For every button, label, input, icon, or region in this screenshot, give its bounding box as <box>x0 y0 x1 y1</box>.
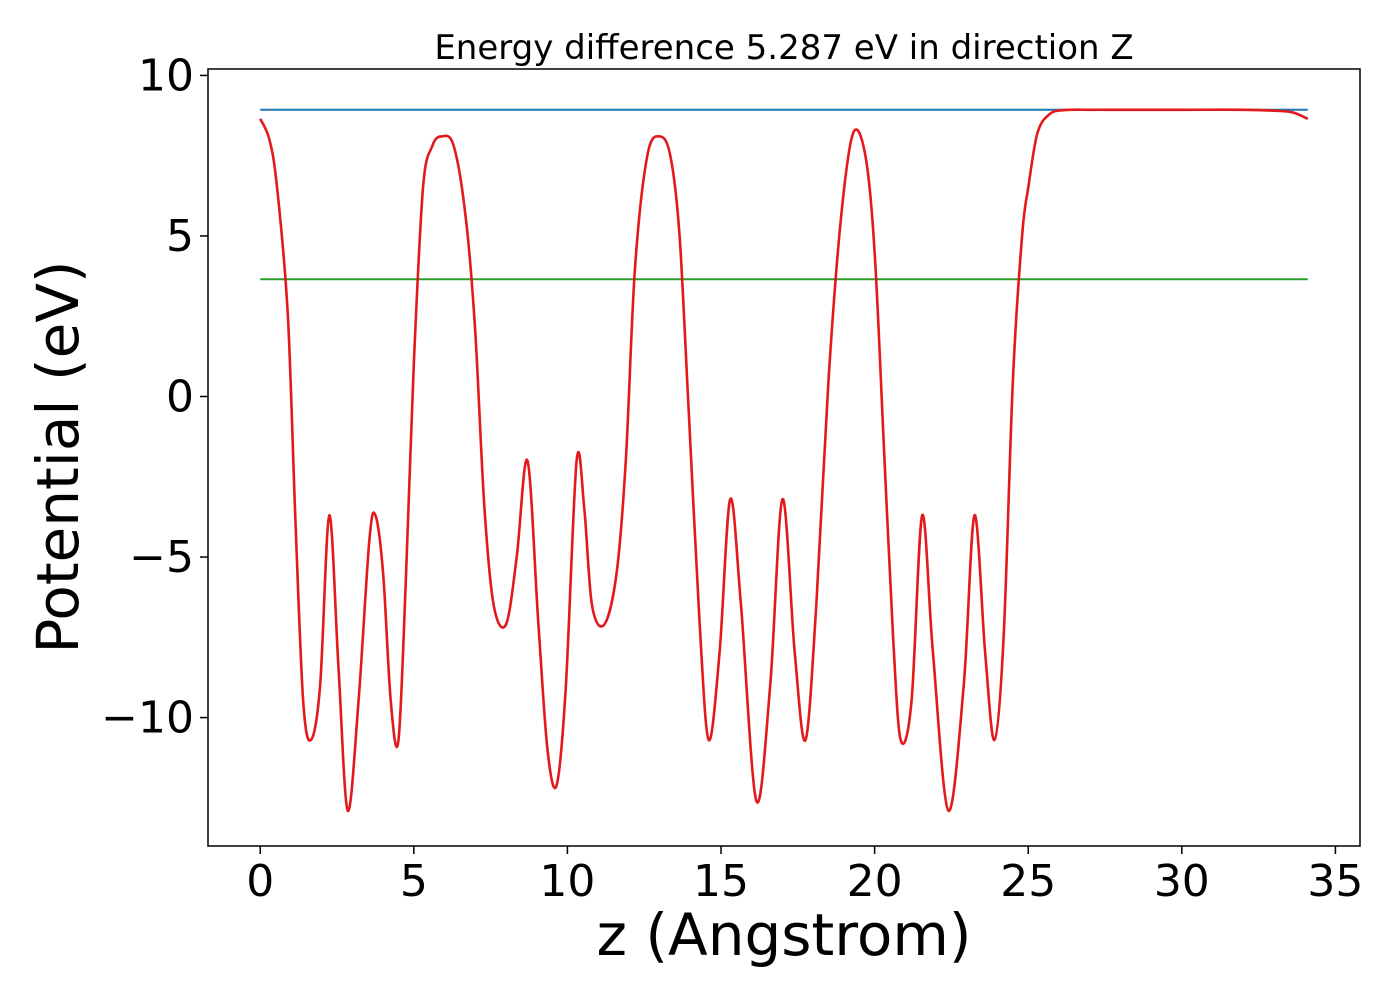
y-tick-label: −10 <box>101 693 194 744</box>
x-tick-label: 35 <box>1307 856 1363 907</box>
series-line-3 <box>259 108 1309 813</box>
x-tick-label: 0 <box>246 856 274 907</box>
x-tick-label: 10 <box>539 856 595 907</box>
chart-title: Energy difference 5.287 eV in direction … <box>434 28 1133 68</box>
y-tick-label: 10 <box>138 50 194 101</box>
plot-frame <box>207 68 1361 847</box>
x-tick-label: 30 <box>1154 856 1210 907</box>
x-axis-ticks: 0 5 10 15 20 25 30 35 <box>246 846 1363 907</box>
plot-background <box>208 69 1360 846</box>
y-axis-ticks: −10 −5 0 5 10 <box>101 50 208 744</box>
x-tick-label: 25 <box>1000 856 1056 907</box>
x-tick-label: 15 <box>693 856 749 907</box>
y-tick-label: −5 <box>129 532 194 583</box>
x-tick-label: 5 <box>400 856 428 907</box>
x-axis-label: z (Angstrom) <box>597 901 972 969</box>
series-layer <box>259 108 1309 813</box>
y-tick-label: 5 <box>166 211 194 262</box>
y-tick-label: 0 <box>166 371 194 422</box>
y-axis-label: Potential (eV) <box>24 260 92 653</box>
x-tick-label: 20 <box>847 856 903 907</box>
